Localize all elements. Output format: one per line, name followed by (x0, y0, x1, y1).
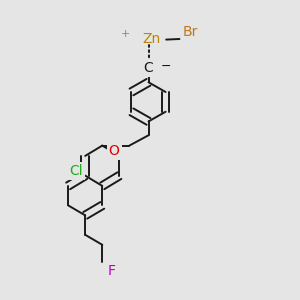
Text: F: F (107, 264, 115, 278)
Text: C: C (143, 61, 152, 75)
Text: +: + (120, 29, 130, 39)
Text: −: − (160, 60, 171, 73)
Text: Cl: Cl (69, 164, 82, 178)
Text: Br: Br (182, 25, 198, 39)
Text: Zn: Zn (142, 32, 161, 46)
Text: O: O (109, 144, 119, 158)
